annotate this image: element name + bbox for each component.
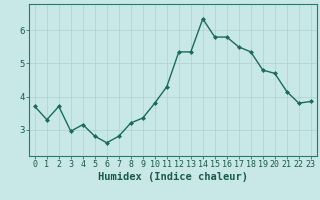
X-axis label: Humidex (Indice chaleur): Humidex (Indice chaleur) (98, 172, 248, 182)
